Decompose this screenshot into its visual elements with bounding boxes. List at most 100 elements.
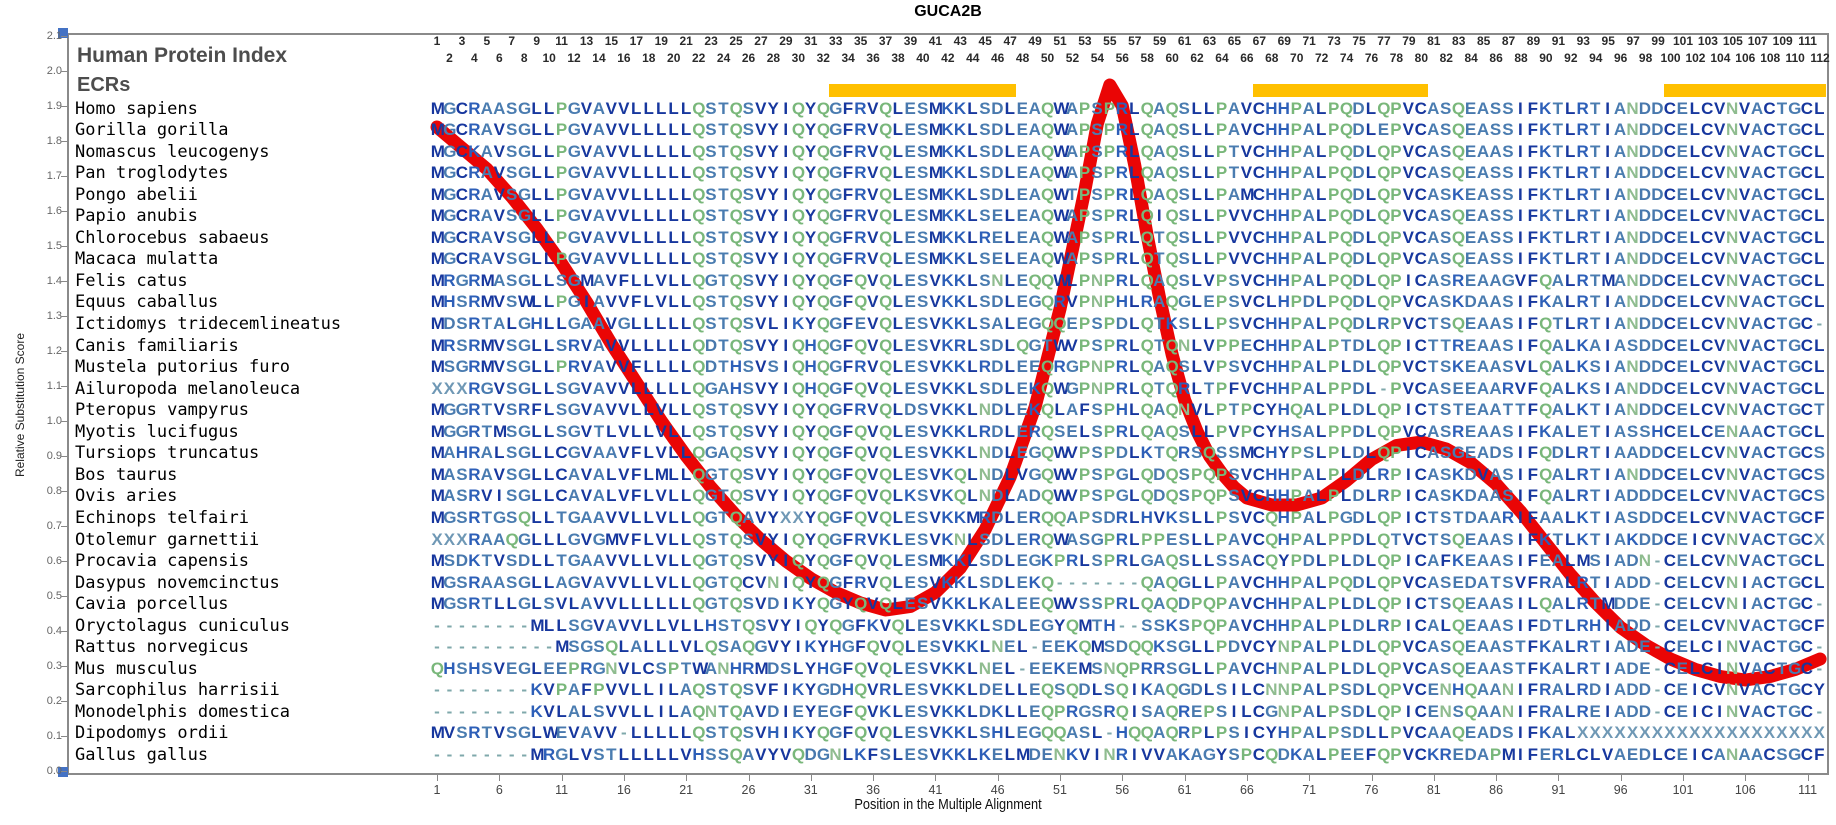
residue: Q [854, 680, 868, 700]
position-number: 44 [966, 51, 980, 65]
residue: A [1476, 163, 1490, 183]
residue: L [1004, 572, 1016, 592]
residue: L [892, 745, 903, 764]
residue: L [892, 658, 903, 678]
residue: P [1215, 572, 1228, 592]
residue: L [655, 249, 667, 269]
residue: V [580, 184, 593, 204]
residue: L [1191, 637, 1202, 657]
residue: X [1788, 723, 1801, 743]
residue: V [1402, 184, 1414, 204]
residue: L [643, 551, 654, 571]
residue: K [941, 378, 954, 398]
sequence-row: - - - - - - - - KVLALSVVL L I LAQNTQAVD I EYEGFQVKLES… [431, 702, 1826, 721]
residue: Q [1040, 701, 1055, 721]
residue: Q [1165, 270, 1179, 290]
residue: L [1191, 572, 1202, 592]
residue: L [1365, 141, 1377, 161]
residue: C [1800, 464, 1813, 484]
residue: Q [1202, 464, 1217, 484]
residue: E [904, 206, 916, 226]
residue: A [592, 120, 606, 140]
residue: T [1154, 314, 1165, 333]
residue: A [1489, 551, 1502, 571]
residue: S [979, 98, 991, 118]
residue: C [1701, 227, 1714, 247]
residue: F [631, 443, 642, 463]
residue: F [631, 529, 642, 549]
sequence-row: MGCRAVSGL LPGVAVVL L L L LQSTQSVY I QYQGFRVQLES… [431, 228, 1826, 247]
residue: Q [1377, 443, 1391, 463]
residue: L [842, 745, 854, 764]
residue: D [1638, 98, 1652, 118]
residue: D [991, 529, 1004, 549]
residue: G [567, 206, 581, 226]
residue: V [1066, 464, 1078, 484]
residue: N [1178, 335, 1191, 355]
residue: G [829, 249, 843, 269]
residue: G [1028, 314, 1042, 333]
residue: V [1402, 314, 1414, 333]
residue: I [783, 227, 789, 247]
residue: N [1626, 270, 1639, 290]
residue: V [1738, 464, 1751, 484]
residue: Y [804, 551, 817, 571]
residue: I [1605, 507, 1610, 527]
residue: R [468, 270, 481, 290]
residue: P [1290, 184, 1302, 204]
residue: L [1565, 486, 1576, 506]
sequence-row: MSGRMVSGL LPRVAVVF L L L LQDTHSVS I QHQGFRVQLES… [431, 357, 1826, 376]
residue: L [1129, 227, 1140, 247]
residue: - [446, 680, 453, 700]
residue: V [867, 314, 879, 333]
residue: G [829, 723, 843, 743]
residue: C [1414, 594, 1427, 614]
residue: K [1065, 745, 1079, 764]
residue: M [1016, 745, 1031, 764]
residue: E [1539, 745, 1551, 764]
residue: E [1016, 421, 1028, 441]
residue: A [1302, 357, 1315, 377]
residue: V [1066, 292, 1078, 312]
residue: A [1476, 529, 1490, 549]
residue: L [543, 400, 555, 420]
residue: Q [816, 120, 831, 140]
residue: V [867, 227, 879, 247]
residue: L [1315, 206, 1327, 226]
residue: Y [767, 464, 779, 484]
residue: V [618, 572, 630, 592]
residue: M [928, 551, 944, 571]
residue: V [1713, 572, 1726, 592]
residue: - [496, 745, 503, 764]
residue: C [1763, 615, 1776, 635]
residue: E [904, 680, 916, 700]
residue: A [1613, 637, 1627, 657]
residue: C [1252, 529, 1266, 549]
residue: E [1016, 572, 1028, 592]
x-tick-label: 46 [990, 783, 1005, 797]
residue: R [978, 357, 992, 377]
residue: - [471, 701, 478, 721]
residue: S [1091, 400, 1103, 420]
residue: N [1725, 572, 1739, 592]
residue: - [1106, 572, 1113, 592]
residue: Q [729, 529, 743, 549]
residue: A [1227, 120, 1241, 140]
residue: S [506, 335, 518, 355]
residue: L [967, 421, 978, 441]
residue: V [867, 98, 879, 118]
residue: I [1244, 723, 1249, 743]
residue: R [978, 227, 992, 247]
y-tick-label: 1.1 [46, 380, 62, 392]
residue: I [1605, 227, 1610, 247]
residue: A [1028, 206, 1041, 226]
residue: V [929, 314, 941, 333]
residue: L [1689, 357, 1700, 377]
residue: V [580, 464, 593, 484]
residue: S [916, 292, 929, 312]
residue: C [1701, 120, 1714, 140]
species-name: Myotis lucifugus [75, 421, 239, 442]
residue: I [1405, 615, 1411, 635]
residue: G [443, 206, 457, 226]
residue: G [517, 357, 532, 377]
